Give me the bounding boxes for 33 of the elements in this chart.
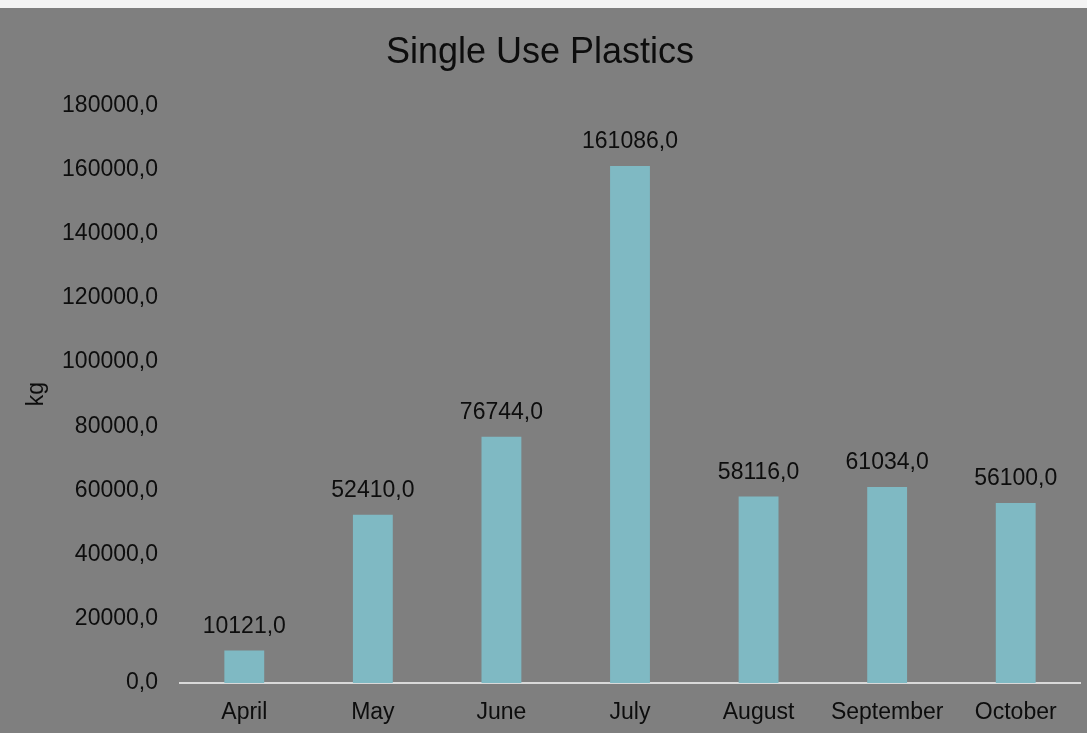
chart-title: Single Use Plastics xyxy=(385,29,695,71)
y-tick-label: 140000,0 xyxy=(62,218,158,245)
y-tick-label: 60000,0 xyxy=(74,475,158,502)
y-tick-label: 120000,0 xyxy=(62,283,158,310)
y-tick-label: 100000,0 xyxy=(62,347,158,374)
x-tick-label: September xyxy=(830,698,944,725)
x-tick-label: August xyxy=(722,698,795,725)
x-tick-label: April xyxy=(221,698,268,725)
y-tick-label: 40000,0 xyxy=(74,539,158,566)
data-label: 61034,0 xyxy=(845,448,929,475)
data-label: 10121,0 xyxy=(202,611,286,638)
data-label: 161086,0 xyxy=(582,127,678,154)
bar xyxy=(738,496,779,683)
x-tick-label: June xyxy=(476,698,527,725)
y-tick-label: 180000,0 xyxy=(62,90,158,117)
y-tick-label: 0,0 xyxy=(126,668,158,695)
data-label: 52410,0 xyxy=(331,476,415,503)
bar xyxy=(995,502,1036,683)
data-label: 56100,0 xyxy=(974,464,1058,491)
x-tick-label: May xyxy=(351,698,396,725)
y-tick-label: 20000,0 xyxy=(74,604,158,631)
bar xyxy=(610,165,650,683)
bar xyxy=(352,514,393,683)
bar xyxy=(481,436,522,683)
data-label: 76744,0 xyxy=(459,398,543,424)
bar xyxy=(224,650,265,683)
y-tick-label: 80000,0 xyxy=(74,411,158,438)
data-label: 58116,0 xyxy=(717,457,800,484)
x-tick-label: October xyxy=(974,698,1057,725)
x-tick-label: July xyxy=(609,698,651,725)
y-tick-label: 160000,0 xyxy=(62,154,158,181)
y-axis-title: kg xyxy=(22,381,49,407)
bar xyxy=(867,487,908,683)
